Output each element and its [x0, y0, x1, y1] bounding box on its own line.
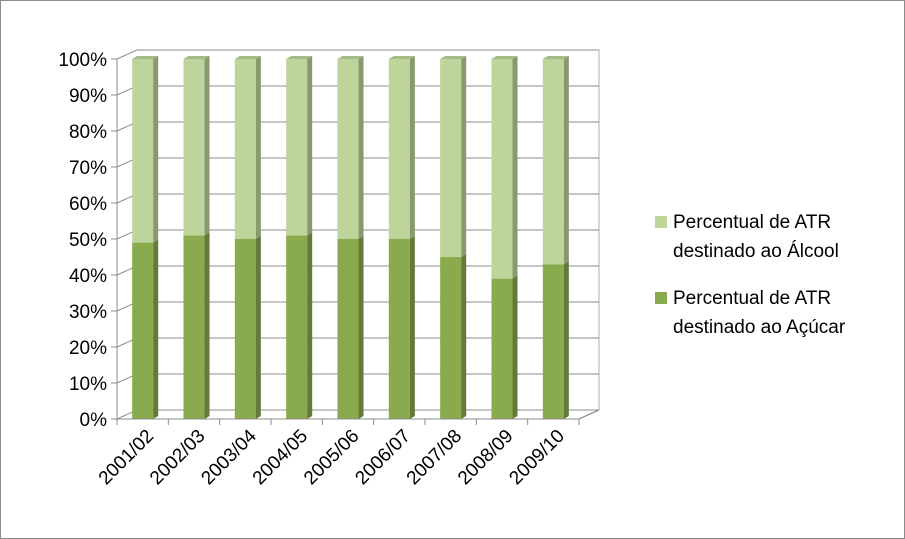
bar-side-acucar [512, 275, 518, 419]
bar-side-alcool [358, 56, 364, 239]
y-tick-label: 10% [69, 374, 107, 395]
x-tick-label: 2005/06 [300, 426, 363, 489]
x-tick-label: 2001/02 [95, 426, 158, 489]
bar-side-alcool [255, 56, 261, 239]
bar-top-alcool [491, 56, 518, 59]
bar-front-acucar [132, 242, 154, 419]
bar-side-alcool [512, 56, 518, 279]
bar-front-alcool [132, 59, 154, 243]
bar-side-alcool [461, 56, 467, 257]
bar-front-acucar [388, 239, 410, 419]
bar-side-acucar [461, 254, 467, 419]
bar-front-alcool [440, 59, 462, 257]
gridlines [116, 49, 599, 384]
bar-top-alcool [542, 56, 569, 59]
bar-acucar [286, 232, 313, 419]
bar-top-alcool [440, 56, 467, 59]
bar-acucar [183, 232, 210, 419]
bar-front-alcool [286, 59, 308, 236]
bar-alcool [388, 56, 415, 239]
bar-side-acucar [255, 236, 261, 419]
bar-acucar [542, 261, 569, 419]
axes [111, 58, 600, 425]
legend-label-acucar: Percentual de ATR destinado ao Açúcar [673, 288, 846, 338]
bar-front-acucar [286, 235, 308, 419]
bar-front-acucar [183, 235, 205, 419]
x-tick-label: 2002/03 [146, 426, 209, 489]
bar-front-alcool [491, 59, 513, 279]
legend-swatch-acucar [655, 292, 667, 304]
bar-front-alcool [234, 59, 256, 239]
y-tick-label: 20% [69, 338, 107, 359]
bar-front-alcool [542, 59, 564, 265]
y-tick-label: 60% [69, 194, 107, 215]
x-tick-label: 2004/05 [249, 426, 312, 489]
bar-top-alcool [388, 56, 415, 59]
x-tick-label: 2006/07 [351, 426, 414, 489]
bar-alcool [542, 56, 569, 265]
bar-side-acucar [307, 232, 313, 419]
bar-alcool [132, 56, 159, 243]
bar-front-acucar [491, 278, 513, 419]
bar-acucar [388, 236, 415, 419]
legend-item-acucar: Percentual de ATR destinado ao Açúcar [655, 284, 900, 342]
bar-side-acucar [204, 232, 210, 419]
x-tick-label: 2009/10 [505, 426, 568, 489]
bar-top-alcool [337, 56, 364, 59]
bar-acucar [440, 254, 467, 419]
bars [132, 56, 569, 419]
bar-front-acucar [542, 264, 564, 419]
bar-side-alcool [204, 56, 210, 236]
bar-side-acucar [409, 236, 415, 419]
y-tick-label: 30% [69, 302, 107, 323]
bar-alcool [183, 56, 210, 236]
bar-acucar [491, 275, 518, 419]
gridline-side [116, 49, 138, 60]
legend-item-alcool: Percentual de ATR destinado ao Álcool [655, 208, 900, 266]
y-tick-label: 70% [69, 158, 107, 179]
bar-top-alcool [183, 56, 210, 59]
y-tick-label: 40% [69, 266, 107, 287]
bar-alcool [440, 56, 467, 257]
bar-acucar [234, 236, 261, 419]
bar-side-acucar [153, 239, 159, 419]
bar-front-alcool [388, 59, 410, 239]
y-tick-label: 90% [69, 86, 107, 107]
bar-side-alcool [563, 56, 569, 265]
bar-front-alcool [183, 59, 205, 236]
bar-side-alcool [307, 56, 313, 236]
bar-front-alcool [337, 59, 359, 239]
x-tick-label: 2003/04 [197, 425, 261, 489]
bar-side-acucar [358, 236, 364, 419]
y-tick-label: 80% [69, 122, 107, 143]
bar-front-acucar [440, 257, 462, 419]
bar-top-alcool [234, 56, 261, 59]
y-tick-label: 100% [58, 50, 107, 71]
bar-side-acucar [563, 261, 569, 419]
bar-alcool [491, 56, 518, 279]
bar-side-alcool [153, 56, 159, 243]
bar-acucar [337, 236, 364, 419]
legend: Percentual de ATR destinado ao Álcool Pe… [655, 208, 900, 360]
legend-label-alcool: Percentual de ATR destinado ao Álcool [673, 212, 839, 262]
bar-top-alcool [132, 56, 159, 59]
x-tick-label: 2007/08 [403, 426, 466, 489]
legend-swatch-alcool [655, 216, 667, 228]
y-tick-label: 50% [69, 230, 107, 251]
y-tick-labels: 0% 10% 20% 30% 40% 50% 60% 70% 80% 90% 100% [58, 50, 107, 431]
bar-alcool [234, 56, 261, 239]
bar-acucar [132, 239, 159, 419]
bar-top-alcool [286, 56, 313, 59]
y-tick-label: 0% [80, 410, 108, 431]
x-axis-depth-line [578, 409, 600, 420]
bar-front-acucar [337, 239, 359, 419]
bar-side-alcool [409, 56, 415, 239]
bar-front-acucar [234, 239, 256, 419]
bar-alcool [286, 56, 313, 236]
x-tick-label: 2008/09 [454, 426, 517, 489]
x-tick-labels: 2001/022002/032003/042004/052005/062006/… [95, 425, 569, 489]
bar-alcool [337, 56, 364, 239]
